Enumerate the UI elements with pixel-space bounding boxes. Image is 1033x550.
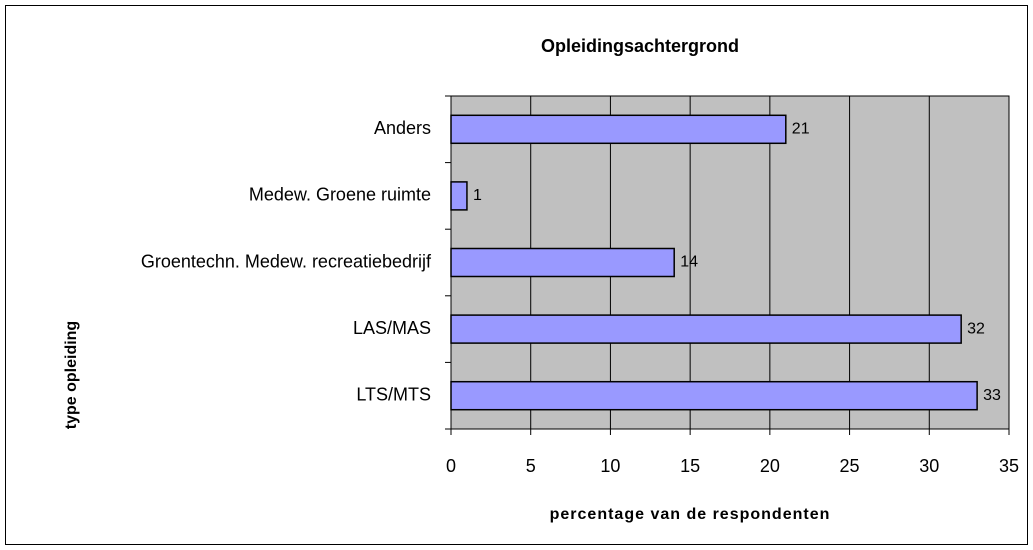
bar (450, 181, 468, 211)
data-label: 1 (473, 187, 482, 204)
x-tick-label: 35 (999, 456, 1019, 476)
data-label: 21 (792, 121, 810, 138)
y-tick-label: Medew. Groene ruimte (249, 185, 431, 205)
y-tick-label: LTS/MTS (356, 384, 431, 404)
x-tick-label: 20 (760, 456, 780, 476)
data-label: 32 (967, 320, 985, 337)
x-tick-label: 30 (919, 456, 939, 476)
bar (450, 314, 962, 344)
bar (450, 114, 787, 145)
x-tick-label: 0 (446, 456, 456, 476)
bar (450, 247, 675, 278)
y-tick-label: Anders (374, 118, 431, 138)
data-label: 33 (983, 387, 1001, 404)
x-tick-label: 10 (600, 456, 620, 476)
x-tick-label: 15 (680, 456, 700, 476)
bar (450, 380, 978, 411)
chart-title: Opleidingsachtergrond (541, 36, 739, 56)
data-label: 14 (680, 254, 698, 271)
x-tick-label: 5 (526, 456, 536, 476)
y-axis-label: type opleiding (63, 321, 80, 429)
y-tick-label: LAS/MAS (353, 318, 431, 338)
x-tick-label: 25 (840, 456, 860, 476)
x-axis-label: percentage van de respondenten (550, 506, 831, 523)
y-tick-label: Groentechn. Medew. recreatiebedrijf (141, 251, 432, 271)
